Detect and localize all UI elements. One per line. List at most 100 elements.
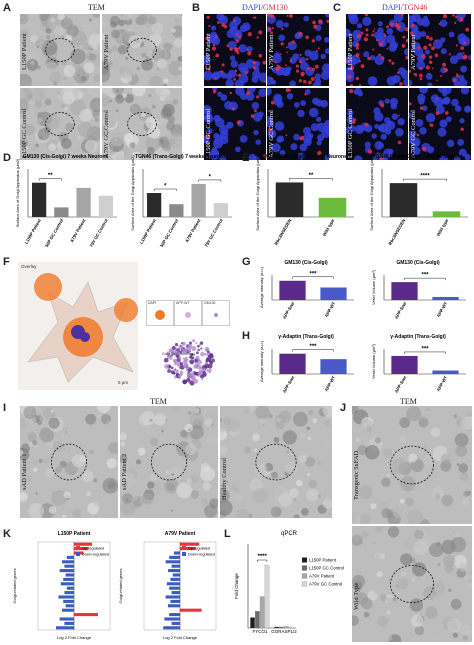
x-axis-label: Log 2 Fold Change (163, 635, 198, 640)
nucleus (34, 273, 62, 301)
reconstruction-dot (204, 363, 210, 369)
signal (409, 102, 412, 106)
texture (448, 588, 452, 593)
texture (120, 500, 136, 516)
signal (279, 53, 282, 56)
bar (54, 207, 69, 217)
nucleus (210, 25, 217, 31)
signal (459, 17, 464, 22)
texture (379, 501, 388, 511)
nucleus (302, 126, 311, 135)
nucleus (217, 91, 223, 97)
golgi-outline (45, 112, 75, 136)
texture (131, 495, 144, 508)
reconstruction-dot (174, 343, 179, 347)
tem-texture (352, 406, 472, 524)
bar (320, 359, 347, 374)
bar (65, 573, 74, 577)
bar (169, 204, 184, 217)
signal (314, 64, 319, 69)
texture (92, 14, 100, 19)
texture (94, 117, 100, 123)
confocal-texture (267, 88, 329, 160)
nucleus (239, 24, 248, 33)
panel-letter: H (242, 330, 250, 342)
bar (279, 353, 306, 374)
texture (251, 433, 260, 442)
x-tick-label: GORASP1/2 (271, 629, 297, 634)
signal (365, 33, 369, 37)
tem-image (120, 406, 218, 518)
golgi (80, 332, 90, 342)
bar (58, 595, 74, 599)
nucleus (427, 82, 433, 86)
reconstruction-dot (211, 358, 216, 363)
texture (414, 484, 422, 492)
texture (106, 48, 112, 55)
texture (102, 33, 106, 40)
texture (63, 64, 76, 77)
texture (298, 454, 308, 463)
reconstruction-dot (179, 372, 183, 376)
x-tick-label: APP-Swe (282, 300, 296, 319)
texture (50, 17, 56, 23)
signal (238, 47, 241, 50)
confocal-texture (409, 88, 471, 160)
legend-label: Down-regulated (188, 553, 215, 557)
signal (463, 41, 467, 45)
nucleus (437, 88, 447, 93)
texture (204, 418, 213, 427)
signal (318, 19, 323, 24)
confocal-image (346, 14, 408, 86)
texture (178, 66, 182, 72)
x-tick-label: APP-WT (436, 375, 449, 393)
nucleus (346, 126, 350, 134)
nucleus (383, 148, 393, 158)
texture (159, 95, 165, 102)
confocal-texture (346, 88, 408, 160)
signal (411, 23, 415, 28)
nucleus (275, 20, 284, 29)
bar-chart: GM130 (Cis-Golgi) Vesel Volume (µm³) APP-S… (371, 260, 466, 320)
nucleus (271, 143, 281, 153)
nucleus (220, 94, 228, 102)
texture (413, 529, 424, 540)
texture (358, 485, 372, 500)
nucleus (458, 148, 467, 157)
signal (223, 25, 228, 29)
nucleus (239, 134, 248, 143)
signal (311, 39, 316, 43)
texture (444, 564, 454, 574)
signal (455, 44, 459, 47)
nucleus (290, 143, 298, 151)
bar (180, 542, 200, 546)
nucleus (155, 310, 165, 320)
image-label: L150P Patient (205, 33, 212, 70)
signal (435, 97, 438, 100)
bar (288, 626, 294, 629)
texture (274, 420, 285, 430)
signal (397, 140, 402, 145)
texture (76, 135, 81, 140)
texture (429, 542, 444, 558)
bar (165, 595, 180, 599)
x-tick-label: L150P Patient (24, 218, 43, 245)
confocal-texture (409, 14, 471, 86)
channel-image (146, 300, 174, 326)
texture (122, 93, 127, 98)
texture (107, 441, 118, 454)
texture (161, 141, 172, 152)
image-label: Golgi Reconstruction (162, 352, 195, 356)
signal (389, 22, 394, 27)
texture (376, 571, 383, 578)
signal (206, 15, 210, 19)
signal (380, 103, 385, 108)
signal (367, 56, 371, 61)
nucleus (354, 88, 362, 95)
texture (154, 413, 167, 426)
panel-title: DAPI/TGN46 (382, 3, 427, 12)
texture (401, 571, 407, 577)
nucleus (251, 102, 260, 110)
texture (293, 514, 300, 518)
texture (25, 474, 33, 482)
